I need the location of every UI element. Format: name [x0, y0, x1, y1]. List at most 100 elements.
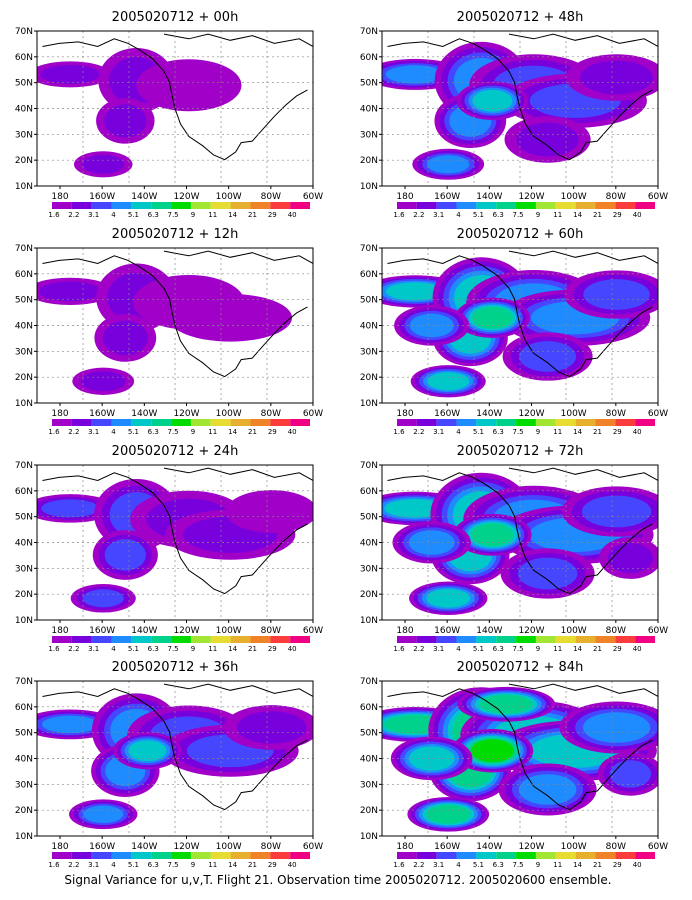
colorbar-swatch	[171, 636, 191, 643]
variance-contour	[583, 279, 650, 310]
variance-contour	[385, 282, 445, 301]
lon-tick-label: 140W	[131, 409, 157, 419]
colorbar-label: 29	[613, 428, 622, 436]
lat-tick-label: 70N	[360, 461, 378, 471]
colorbar-label: 14	[228, 861, 237, 869]
colorbar-swatch	[575, 419, 596, 426]
lon-tick-label: 140W	[131, 626, 157, 636]
colorbar-label: 2.2	[413, 428, 424, 436]
lat-tick-label: 30N	[360, 780, 378, 790]
colorbar-label: 6.3	[148, 211, 159, 219]
colorbar-label: 4	[456, 428, 461, 436]
lat-tick-label: 20N	[360, 373, 378, 383]
variance-contour	[426, 588, 471, 608]
colorbar-swatch	[416, 852, 437, 859]
colorbar-label: 9	[191, 861, 195, 869]
colorbar-swatch	[151, 636, 172, 643]
lon-tick-label: 80W	[606, 842, 626, 852]
lon-tick-label: 180	[396, 842, 413, 852]
colorbar: 1.6 2.2 3.1 4 5.1 6.3 7.5 9 11 14 21 29 40	[48, 636, 310, 653]
variance-contour	[102, 320, 148, 356]
colorbar-swatch	[111, 202, 132, 209]
colorbar-swatch	[535, 202, 556, 209]
colorbar-swatch	[416, 636, 437, 643]
lon-tick-label: 180	[396, 409, 413, 419]
colorbar-swatch	[111, 419, 132, 426]
lon-tick-label: 180	[396, 626, 413, 636]
variance-contour	[519, 341, 577, 372]
colorbar-label: 1.6	[48, 645, 60, 653]
panel-title: 2005020712 + 12h	[112, 227, 239, 242]
colorbar-label: 2.2	[413, 645, 424, 653]
lat-tick-label: 50N	[15, 513, 33, 523]
colorbar-label: 14	[573, 645, 582, 653]
lat-tick-label: 10N	[15, 182, 33, 192]
lon-tick-label: 100W	[216, 626, 242, 636]
variance-contour	[83, 805, 124, 824]
colorbar-label: 40	[633, 211, 642, 219]
colorbar-label: 7.5	[513, 428, 524, 436]
lon-tick-label: 180	[51, 409, 68, 419]
colorbar-label: 40	[633, 428, 642, 436]
colorbar-label: 1.6	[393, 645, 405, 653]
variance-contour	[518, 774, 577, 805]
panel-title: 2005020712 + 48h	[457, 10, 584, 25]
variance-contour	[41, 715, 99, 734]
variance-contour	[136, 59, 242, 112]
map-panel: 2005020712 + 72h 70N 60N 50N 40N 30N 20N 10N 180…	[360, 444, 668, 653]
colorbar-swatch	[131, 202, 152, 209]
lat-tick-label: 40N	[15, 105, 33, 115]
colorbar-swatch	[516, 852, 536, 859]
colorbar-label: 11	[208, 861, 217, 869]
variance-field	[37, 467, 313, 613]
colorbar-label: 2.2	[68, 211, 79, 219]
lon-tick-label: 80W	[606, 409, 626, 419]
colorbar-swatch	[595, 202, 616, 209]
colorbar-swatch	[397, 419, 417, 426]
lon-tick-label: 80W	[261, 409, 281, 419]
colorbar-label: 4	[111, 428, 116, 436]
lat-tick-label: 70N	[360, 27, 378, 37]
lon-tick-label: 60W	[648, 192, 668, 202]
lat-tick-label: 70N	[360, 677, 378, 687]
colorbar-label: 40	[633, 861, 642, 869]
colorbar-swatch	[71, 852, 92, 859]
colorbar-label: 4	[111, 861, 116, 869]
lon-tick-label: 100W	[561, 626, 587, 636]
colorbar-label: 40	[633, 645, 642, 653]
coastline	[508, 683, 658, 697]
lon-tick-label: 120W	[173, 192, 199, 202]
colorbar-swatch	[290, 636, 310, 643]
colorbar-label: 9	[191, 428, 195, 436]
lat-tick-label: 10N	[360, 616, 378, 626]
colorbar-swatch	[397, 852, 417, 859]
lat-tick-label: 30N	[15, 564, 33, 574]
lon-tick-label: 80W	[261, 192, 281, 202]
lat-tick-label: 30N	[360, 347, 378, 357]
lon-tick-label: 60W	[303, 626, 323, 636]
colorbar-swatch	[436, 202, 457, 209]
colorbar-swatch	[171, 202, 191, 209]
lat-tick-label: 50N	[360, 296, 378, 306]
map-panel: 2005020712 + 36h 70N 60N 50N 40N 30N 20N 10N 180…	[15, 660, 323, 869]
panels-group: 2005020712 + 00h 70N 60N 50N 40N 30N 20N 10N 180…	[15, 10, 668, 869]
panel-title: 2005020712 + 24h	[112, 444, 239, 459]
variance-contour	[128, 740, 167, 762]
lat-tick-label: 60N	[360, 270, 378, 280]
lon-tick-label: 120W	[173, 409, 199, 419]
colorbar-swatch	[151, 202, 172, 209]
lat-tick-label: 30N	[15, 130, 33, 140]
colorbar-swatch	[476, 636, 497, 643]
lat-tick-label: 40N	[360, 755, 378, 765]
lon-tick-label: 100W	[216, 409, 242, 419]
lat-tick-label: 50N	[360, 729, 378, 739]
colorbar-swatch	[230, 852, 251, 859]
colorbar-swatch	[555, 636, 576, 643]
colorbar-label: 7.5	[168, 861, 179, 869]
colorbar-label: 2.2	[413, 211, 424, 219]
coastline	[42, 688, 308, 811]
colorbar-swatch	[230, 202, 251, 209]
colorbar-label: 3.1	[88, 211, 99, 219]
lon-tick-label: 100W	[561, 192, 587, 202]
panel-title: 2005020712 + 84h	[457, 660, 584, 675]
